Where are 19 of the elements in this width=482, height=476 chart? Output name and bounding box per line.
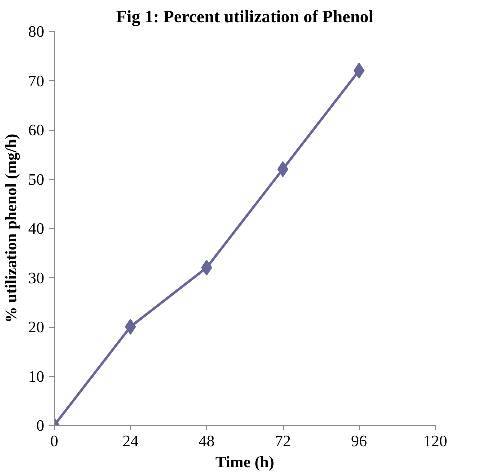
y-tick-label: 10 — [28, 368, 44, 386]
y-tick-label: 50 — [28, 172, 44, 189]
x-tick-label: 96 — [351, 434, 368, 450]
y-tick-label: 30 — [28, 270, 44, 288]
x-tick-label: 0 — [50, 434, 58, 450]
y-tick-label: 70 — [28, 73, 44, 90]
point — [125, 319, 136, 335]
chart-title: Fig 1: Percent utilization of Phenol — [116, 8, 374, 26]
x-tick-label: 72 — [275, 434, 292, 450]
y-tick-label: 0 — [36, 418, 44, 435]
x-tick-label: 24 — [122, 434, 139, 450]
x-tick-label: 48 — [198, 434, 215, 450]
y-axis-title: % utilization phenol (mg/h) — [4, 134, 20, 323]
y-tick-label: 40 — [28, 221, 44, 238]
y-tick-label: 80 — [28, 24, 44, 41]
y-tick-label: 20 — [28, 320, 44, 336]
x-tick-label: 120 — [424, 434, 448, 450]
y-tick-label: 60 — [28, 122, 44, 140]
x-axis-title: Time (h) — [216, 454, 274, 472]
